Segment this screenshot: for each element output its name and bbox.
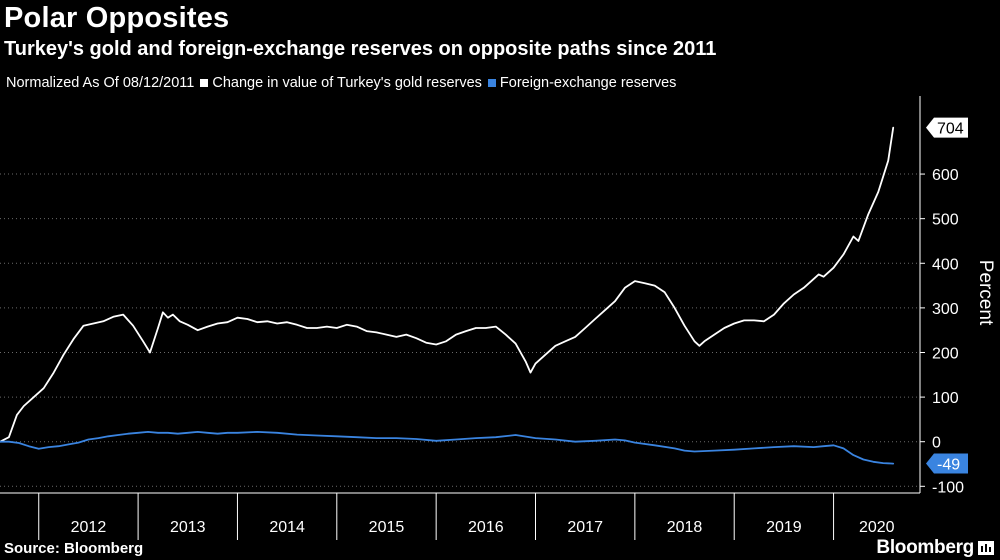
bloomberg-logo-icon: [978, 541, 994, 555]
x-tick-label: 2014: [269, 519, 305, 536]
y-tick-label: -100: [932, 479, 964, 496]
fx-end-callout: [926, 453, 968, 474]
y-axis-title: Percent: [975, 260, 996, 326]
y-tick-label: 300: [932, 301, 959, 318]
y-tick-label: 100: [932, 390, 959, 407]
gold-reserves-line: [0, 126, 895, 443]
y-tick-label: 0: [932, 435, 941, 452]
legend-fx-label: Foreign-exchange reserves: [499, 75, 677, 91]
fx-reserves-line: [0, 430, 895, 465]
legend: Normalized As Of 08/12/2011 Change in va…: [6, 75, 676, 91]
legend-note: Normalized As Of 08/12/2011: [6, 75, 195, 91]
x-tick-label: 2012: [71, 519, 107, 536]
y-tick-label: 500: [932, 212, 959, 229]
x-tick-label: 2016: [468, 519, 504, 536]
x-tick-label: 2020: [859, 519, 895, 536]
brand-name: Bloomberg: [876, 537, 974, 558]
legend-gold-swatch: [200, 79, 209, 87]
gold-end-value: 704: [937, 121, 964, 138]
x-tick-label: 2015: [369, 519, 405, 536]
y-tick-label: 400: [932, 256, 959, 273]
fx-end-value: -49: [937, 457, 960, 474]
y-tick-label: 600: [932, 167, 959, 184]
chart-title: Polar Opposites: [4, 2, 230, 34]
y-tick-label: 200: [932, 345, 959, 362]
source-note: Source: Bloomberg: [4, 540, 144, 557]
chart-subtitle: Turkey's gold and foreign-exchange reser…: [4, 38, 717, 60]
legend-fx-swatch: [487, 79, 496, 87]
x-tick-label: 2013: [170, 519, 206, 536]
legend-gold-label: Change in value of Turkey's gold reserve…: [212, 75, 482, 91]
x-tick-label: 2018: [667, 519, 703, 536]
x-tick-label: 2019: [766, 519, 802, 536]
gold-end-callout: [926, 117, 968, 138]
x-tick-label: 2017: [567, 519, 603, 536]
